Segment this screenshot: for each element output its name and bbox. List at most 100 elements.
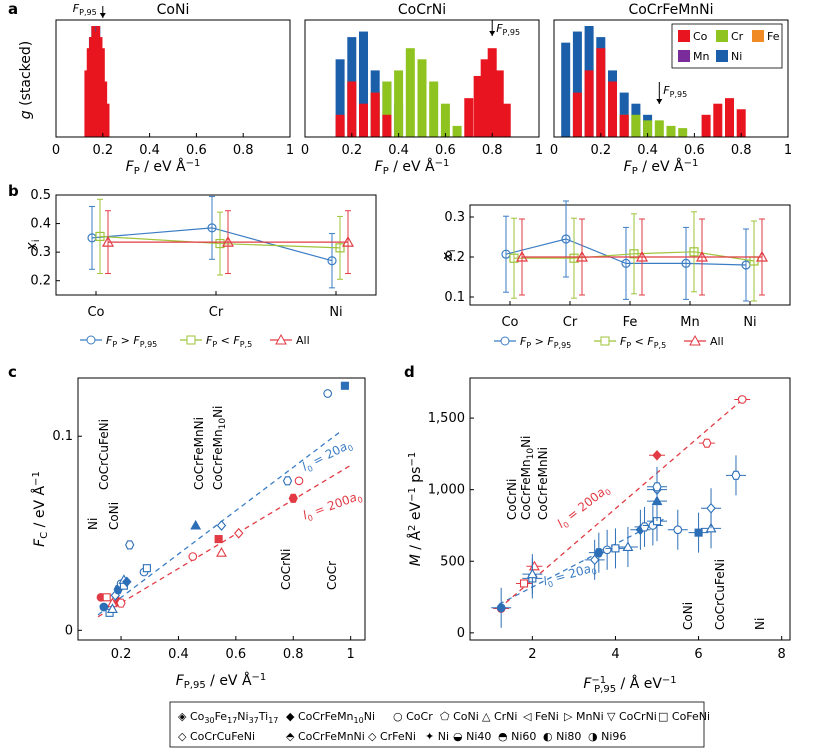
hist-bar-Co bbox=[596, 48, 606, 137]
composition-ytick: 0.5 bbox=[30, 188, 51, 203]
hist-bar-Cr bbox=[678, 128, 688, 137]
legend-swatch-Co bbox=[678, 30, 690, 42]
hist-bar-Co bbox=[608, 81, 617, 137]
composition-category: Ni bbox=[743, 315, 756, 330]
panel-c-scatter: 0.2 0.4 0.6 0.8 1 0 0.1 FP,95 / eV Å−1 FC / eV Å… bbox=[31, 377, 366, 691]
legend-cocrfemn10ni: ◆ CoCrFeMn10Ni bbox=[286, 710, 375, 725]
hist-bar-Cr bbox=[394, 70, 404, 137]
bottom-legend: ◈ Co30Fe17Ni37Ti17 ◆ CoCrFeMn10Ni ○ CoCr… bbox=[169, 701, 710, 748]
fit-line bbox=[97, 464, 351, 618]
scatter-d-ylabel: M / Å2 eV−1 ps−1 bbox=[407, 452, 424, 566]
scatter-c-vlabel: CoNi bbox=[107, 502, 121, 530]
fit-label-200: l0 = 200a0 bbox=[301, 488, 364, 524]
hist-bar-Co bbox=[584, 70, 594, 137]
composition-point bbox=[561, 234, 571, 244]
composition-ylabel: xi bbox=[440, 249, 458, 261]
hist-bar-Cr bbox=[666, 125, 676, 137]
composition-category: Ni bbox=[329, 305, 342, 320]
composition-point bbox=[95, 231, 105, 242]
composition-point bbox=[689, 247, 699, 257]
panel-label-b: b bbox=[8, 182, 19, 200]
panel-b-composition: 0.2 0.3 0.4 0.5 Co Cr Ni xi FP > FP,95 FP < FP,5 A… bbox=[24, 188, 791, 350]
legend-ni40: ◒ Ni40 bbox=[453, 730, 491, 743]
scatter-c-vlabel: CoCrFeMn10Ni bbox=[211, 406, 228, 490]
scatter-d-vlabel: CoCrNi bbox=[505, 479, 519, 520]
scatter-point bbox=[323, 389, 333, 398]
hist-bar-Co bbox=[572, 92, 582, 137]
hist-bar-Cr bbox=[654, 120, 664, 137]
composition-category: Cr bbox=[209, 305, 224, 320]
scatter-point bbox=[611, 544, 620, 553]
hist-bar-Co bbox=[84, 70, 89, 137]
hist-xtick: 0.6 bbox=[684, 143, 705, 158]
hist-bar-Ni bbox=[335, 59, 345, 137]
hist-xtick: 0.4 bbox=[388, 143, 409, 158]
composition-legend-label: FP > FP,95 bbox=[520, 335, 571, 350]
panel-label-d: d bbox=[404, 363, 415, 381]
hist-xtick: 0.4 bbox=[139, 143, 160, 158]
composition-legend-label: All bbox=[296, 334, 310, 347]
hist-xtick: 0.8 bbox=[731, 143, 752, 158]
scatter-c-vlabel: Ni bbox=[86, 518, 100, 530]
hist-bar-Co bbox=[713, 103, 723, 137]
hist-bar-Cr bbox=[382, 81, 392, 137]
hist-bar-Cr bbox=[631, 114, 641, 137]
legend-swatch-Ni bbox=[716, 50, 728, 62]
hist-xtick: 0.4 bbox=[637, 143, 658, 158]
hist-bar-Co bbox=[91, 26, 96, 137]
legend-mnni: ▷ MnNi bbox=[564, 710, 604, 723]
hist-bar-Co bbox=[701, 114, 711, 137]
panel-d-scatter: 2 4 6 8 0 500 1,000 1,500 F−1 P,95 / Å eV−1 M / Å2… bbox=[407, 377, 791, 695]
legend-cocrcufeni: ◇ CoCrCuFeNi bbox=[178, 730, 255, 743]
hist-xlabel: FP / eV Å−1 bbox=[375, 158, 450, 177]
hist-bar-Cr bbox=[417, 59, 427, 137]
hist-subplot-CoNi: 0 0.2 0.4 0.6 0.8 1 CoNi FP / eV Å−1 FP,95 bbox=[52, 2, 294, 177]
composition-point bbox=[755, 250, 769, 262]
composition-ytick: 0.4 bbox=[30, 217, 51, 232]
hist-xlabel: FP / eV Å−1 bbox=[624, 158, 699, 177]
legend-cocrfemnni: ⬘ CoCrFeMnNi bbox=[286, 730, 365, 743]
hist-xtick: 1 bbox=[784, 143, 792, 158]
scatter-point bbox=[652, 482, 662, 492]
hist-ylabel: g (stacked) bbox=[18, 41, 34, 119]
scatter-point bbox=[639, 522, 650, 532]
hist-bar-Ni bbox=[572, 31, 582, 137]
hist-bar-Co bbox=[464, 98, 474, 137]
hist-subplot-CoCrFeMnNi: 0 0.2 0.4 0.6 0.8 1 Co Cr Fe Mn Ni FP / eV Å−1 FP,95 bbox=[550, 2, 792, 177]
scatter-d-vlabel: CoCrCuFeNi bbox=[713, 559, 727, 630]
scatter-point bbox=[526, 568, 538, 579]
scatter-point bbox=[116, 598, 126, 608]
scatter-frame bbox=[469, 377, 791, 641]
scatter-point bbox=[496, 603, 506, 613]
scatter-c-ylabel: FC / eV Å−1 bbox=[31, 471, 50, 547]
hist-xtick: 0 bbox=[301, 143, 309, 158]
scatter-c-vlabel: CoCrFeMnNi bbox=[192, 417, 206, 490]
legend-swatch-Cr bbox=[716, 30, 728, 42]
hist-frame bbox=[55, 19, 291, 138]
composition-category: Co bbox=[87, 305, 104, 320]
panel-label-a: a bbox=[8, 0, 18, 18]
scatter-d-vlabel: Ni bbox=[753, 618, 767, 630]
scatter-c-vlabel: CoCrCuFeNi bbox=[97, 419, 111, 490]
hist-frame bbox=[304, 19, 540, 138]
composition-point bbox=[629, 249, 639, 259]
hist-bar-Co bbox=[370, 92, 380, 137]
scatter-c-vlabel: CoCr bbox=[325, 561, 339, 590]
composition-point bbox=[621, 258, 631, 268]
legend-ni60: ◓ Ni60 bbox=[498, 730, 536, 743]
scatter-c-vlabel: CoCrNi bbox=[279, 549, 293, 590]
scatter-c-xlabel: FP,95 / eV Å−1 bbox=[176, 672, 267, 691]
scatter-ytick: 0.1 bbox=[52, 429, 73, 444]
hist-bar-Cr bbox=[440, 103, 450, 137]
composition-point bbox=[575, 250, 589, 262]
hist-bar-Ni bbox=[359, 31, 368, 137]
scatter-point bbox=[652, 449, 662, 461]
hist-xtick: 0.6 bbox=[435, 143, 456, 158]
scatter-point bbox=[706, 502, 716, 514]
scatter-point bbox=[622, 541, 634, 551]
scatter-point bbox=[288, 493, 298, 503]
hist-bar-Co bbox=[501, 103, 511, 137]
scatter-point bbox=[102, 593, 111, 602]
hist-bar-Co bbox=[473, 75, 483, 137]
